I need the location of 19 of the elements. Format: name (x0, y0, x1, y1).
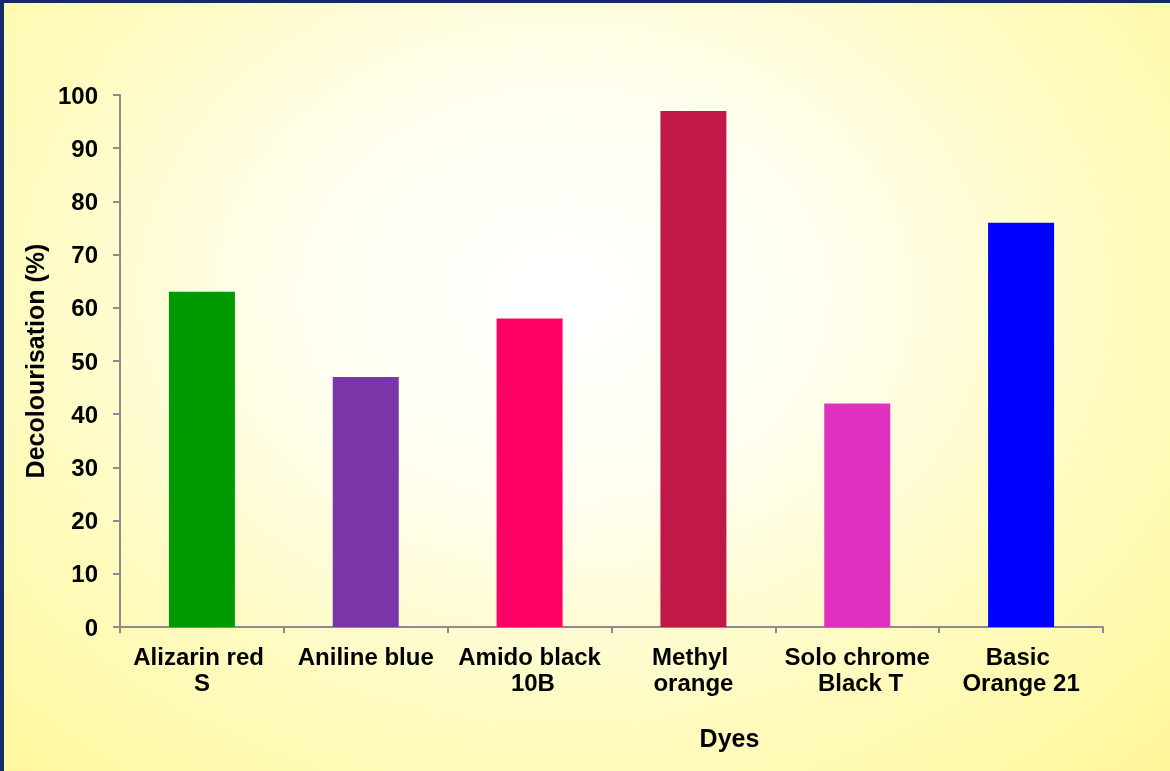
x-axis-title: Dyes (699, 723, 760, 752)
y-tick-label: 10 (71, 560, 98, 588)
y-tick-label: 100 (57, 81, 98, 109)
x-tick-label: Amido black 10B (458, 642, 602, 696)
y-tick-label: 40 (71, 400, 98, 428)
x-tick-label: Methyl orange (652, 642, 735, 696)
y-tick-label: 30 (71, 453, 98, 481)
y-axis-title: Decolourisation (%) (20, 243, 49, 479)
y-tick-label: 60 (71, 294, 98, 322)
y-tick-label: 80 (71, 187, 98, 215)
y-tick-label: 20 (71, 507, 98, 535)
y-tick-label: 70 (71, 241, 98, 269)
y-tick-label: 0 (84, 613, 98, 641)
y-tick-label: 50 (71, 347, 98, 375)
x-tick-label: Basic Orange 21 (962, 642, 1080, 696)
x-tick-label: Aniline blue (297, 642, 434, 670)
y-tick-label: 90 (71, 134, 98, 162)
x-tick-label: Solo chrome Black T (784, 642, 930, 696)
x-tick-label: Alizarin red S (133, 642, 271, 696)
